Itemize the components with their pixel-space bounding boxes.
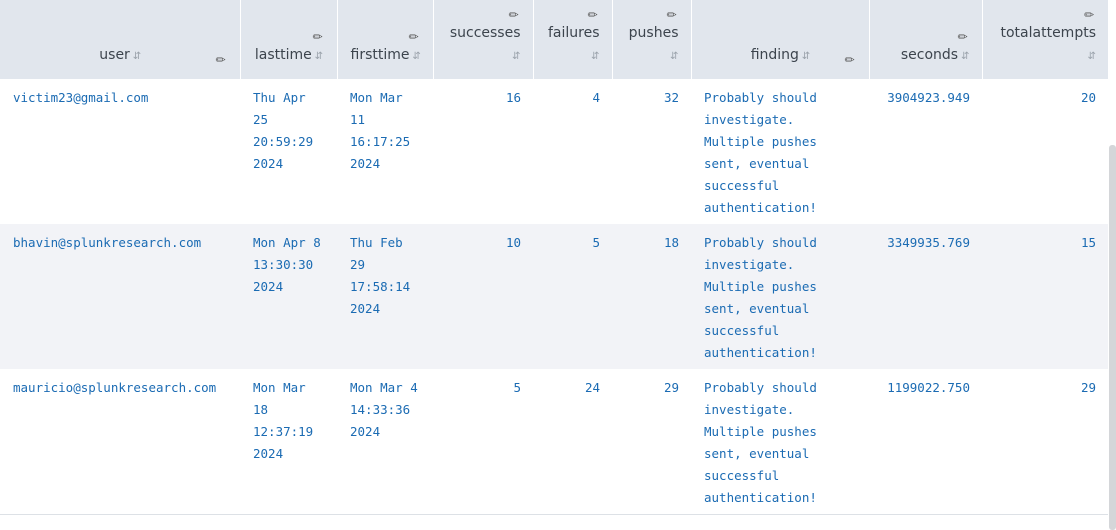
cell-pushes[interactable]: 29 xyxy=(612,369,691,515)
column-header-lasttime[interactable]: ✏︎ lasttime ⇵ xyxy=(239,0,337,79)
sort-icon[interactable]: ⇵ xyxy=(961,51,970,62)
cell-failures[interactable]: 4 xyxy=(592,90,600,105)
pencil-icon[interactable]: ✏︎ xyxy=(844,53,855,67)
column-header-failures[interactable]: ✏︎ failures ⇵ xyxy=(532,0,612,79)
column-label: failures xyxy=(547,25,600,41)
column-label: user xyxy=(99,47,130,63)
cell-firsttime[interactable]: Mon Mar 4 14:33:36 2024 xyxy=(337,369,433,515)
table-row: victim23@gmail.com Thu Apr 25 20:59:29 20… xyxy=(0,79,1108,224)
pencil-icon[interactable]: ✏︎ xyxy=(508,8,519,22)
column-header-pushes[interactable]: ✏︎ pushes ⇵ xyxy=(611,0,691,79)
pencil-icon[interactable]: ✏︎ xyxy=(312,30,323,44)
cell-totalattempts[interactable]: 20 xyxy=(1080,90,1096,105)
cell-lasttime[interactable]: Mon Apr 8 13:30:30 2024 xyxy=(240,224,337,369)
cell-seconds[interactable]: 3349935.769 xyxy=(869,224,982,369)
column-header-seconds[interactable]: ✏︎ seconds ⇵ xyxy=(868,0,982,79)
cell-user[interactable]: victim23@gmail.com xyxy=(13,90,149,105)
cell-successes[interactable]: 5 xyxy=(433,369,533,515)
column-label: pushes xyxy=(628,25,679,41)
column-header-firsttime[interactable]: ✏︎ firsttime ⇵ xyxy=(336,0,433,79)
cell-successes[interactable]: 10 xyxy=(433,224,533,369)
cell-totalattempts[interactable]: 29 xyxy=(982,369,1108,515)
sort-icon[interactable]: ⇵ xyxy=(412,51,421,62)
column-header-user[interactable]: ✏︎ user ⇵ xyxy=(0,0,240,79)
pencil-icon[interactable]: ✏︎ xyxy=(957,30,968,44)
sort-icon[interactable]: ⇵ xyxy=(314,51,324,62)
cell-lasttime[interactable]: Thu Apr 25 20:59:29 2024 xyxy=(253,90,314,171)
table-row: mauricio@splunkresearch.com Mon Mar 18 12… xyxy=(0,369,1108,515)
column-label: seconds xyxy=(900,47,959,63)
pencil-icon[interactable]: ✏︎ xyxy=(666,8,677,22)
cell-firsttime[interactable]: Mon Mar 11 16:17:25 2024 xyxy=(350,90,411,171)
column-header-successes[interactable]: ✏︎ successes ⇵ xyxy=(432,0,533,79)
cell-lasttime[interactable]: Mon Mar 18 12:37:19 2024 xyxy=(240,369,337,515)
table-row: bhavin@splunkresearch.com Mon Apr 8 13:30… xyxy=(0,224,1108,369)
results-table: ✏︎ user ⇵ ✏︎ lasttime ⇵ ✏︎ firsttime ⇵ ✏︎ successe… xyxy=(0,0,1108,515)
pencil-icon[interactable]: ✏︎ xyxy=(408,30,419,44)
sort-icon[interactable]: ⇵ xyxy=(1087,51,1096,62)
cell-successes[interactable]: 16 xyxy=(505,90,521,105)
cell-seconds[interactable]: 1199022.750 xyxy=(869,369,982,515)
sort-icon[interactable]: ⇵ xyxy=(512,51,521,62)
cell-finding[interactable]: Probably should investigate. Multiple pu… xyxy=(691,369,869,515)
cell-finding[interactable]: Probably should investigate. Multiple pu… xyxy=(704,90,817,215)
sort-icon[interactable]: ⇵ xyxy=(132,51,142,62)
cell-failures[interactable]: 24 xyxy=(533,369,612,515)
cell-user[interactable]: mauricio@splunkresearch.com xyxy=(0,369,240,515)
column-label: firsttime xyxy=(350,47,410,63)
pencil-icon[interactable]: ✏︎ xyxy=(215,53,226,67)
column-label: successes xyxy=(449,25,521,41)
cell-failures[interactable]: 5 xyxy=(533,224,612,369)
sort-icon[interactable]: ⇵ xyxy=(591,51,600,62)
column-label: lasttime xyxy=(254,47,312,63)
cell-pushes[interactable]: 32 xyxy=(663,90,679,105)
column-header-finding[interactable]: ✏︎ finding ⇵ xyxy=(690,0,869,79)
column-label: finding xyxy=(750,47,799,63)
sort-icon[interactable]: ⇵ xyxy=(670,51,679,62)
column-header-totalattempts[interactable]: ✏︎ totalattempts ⇵ xyxy=(981,0,1108,79)
cell-totalattempts[interactable]: 15 xyxy=(982,224,1108,369)
sort-icon[interactable]: ⇵ xyxy=(801,51,811,62)
cell-finding[interactable]: Probably should investigate. Multiple pu… xyxy=(691,224,869,369)
scrollbar[interactable] xyxy=(1109,145,1116,530)
pencil-icon[interactable]: ✏︎ xyxy=(1083,8,1094,22)
cell-user[interactable]: bhavin@splunkresearch.com xyxy=(0,224,240,369)
pencil-icon[interactable]: ✏︎ xyxy=(587,8,598,22)
cell-firsttime[interactable]: Thu Feb 29 17:58:14 2024 xyxy=(337,224,433,369)
cell-pushes[interactable]: 18 xyxy=(612,224,691,369)
column-label: totalattempts xyxy=(1000,25,1097,41)
cell-seconds[interactable]: 3904923.949 xyxy=(887,90,970,105)
